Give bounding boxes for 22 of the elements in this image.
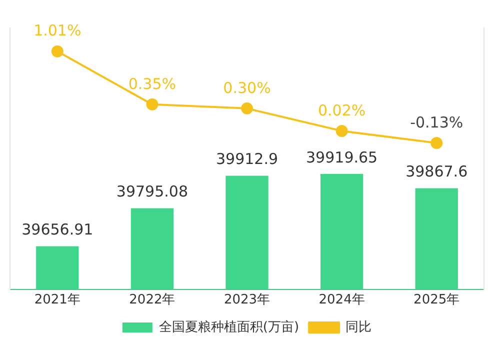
point (430, 137, 443, 150)
data-label: 39867.6 (406, 162, 468, 181)
data-label: 39912.9 (216, 150, 278, 168)
legend-label: 全国夏粮种植面积(万亩) (158, 318, 300, 335)
data-label: 1.01% (34, 22, 82, 40)
data-label: 0.02% (318, 101, 366, 120)
x-tick-label: 2024年 (318, 292, 365, 308)
point (336, 124, 348, 137)
x-tick-label: 2025年 (414, 292, 460, 308)
data-label: 39919.65 (306, 148, 378, 166)
point (51, 45, 64, 58)
data-label: 0.35% (128, 74, 176, 93)
x-tick-label: 2022年 (129, 292, 176, 308)
point (241, 102, 253, 114)
legend-label: 同比 (346, 320, 372, 335)
data-label: 0.30% (223, 78, 271, 97)
x-tick-label: 2023年 (224, 292, 270, 308)
data-label: -0.13% (410, 113, 464, 132)
x-tick-label: 2021年 (34, 292, 80, 308)
data-label: 39795.08 (116, 182, 188, 201)
data-label: 39656.91 (22, 220, 94, 239)
point (146, 98, 158, 110)
